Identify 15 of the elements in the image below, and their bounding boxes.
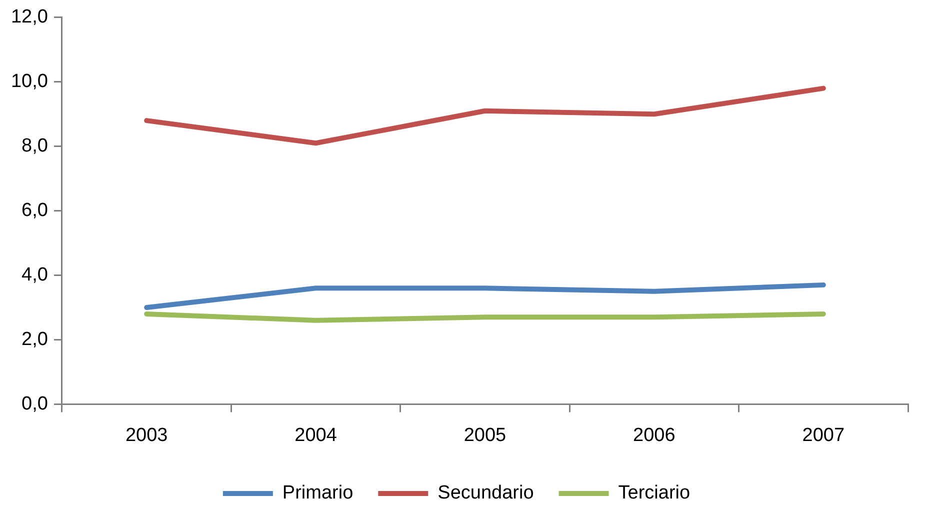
x-tick-label: 2003	[125, 424, 168, 446]
legend-label: Primario	[282, 482, 354, 504]
y-tick-label: 8,0	[22, 136, 48, 157]
y-tick-label: 0,0	[22, 393, 48, 414]
y-tick-label: 4,0	[22, 264, 48, 286]
y-tick-label: 12,0	[10, 6, 48, 28]
y-tick-label: 10,0	[10, 71, 48, 92]
x-tick-label: 2005	[464, 424, 506, 446]
y-tick-label: 2,0	[22, 328, 48, 350]
legend-label: Secundario	[438, 482, 534, 504]
legend-label: Terciario	[618, 482, 690, 504]
x-tick-label: 2006	[633, 424, 676, 446]
y-tick-label: 6,0	[22, 200, 48, 222]
x-tick-label: 2004	[294, 424, 338, 446]
x-tick-label: 2007	[802, 424, 845, 446]
